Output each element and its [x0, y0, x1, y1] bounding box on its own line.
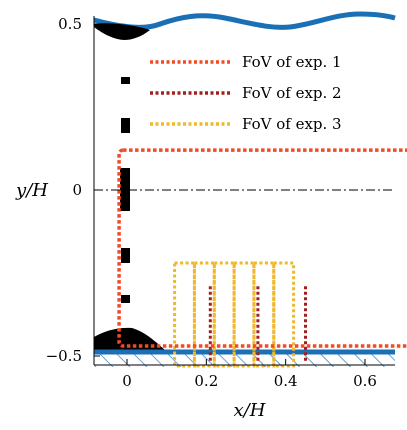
legend-label: FoV of exp. 2 [242, 84, 342, 102]
fov-exp1-box [117, 148, 407, 348]
legend: FoV of exp. 1 FoV of exp. 2 FoV of exp. 3 [150, 53, 342, 133]
x-tick-label: 0.4 [274, 372, 298, 390]
x-axis-title: x/H [234, 400, 266, 421]
axes-layer: 00.20.40.60.80.50−0.5x/Hy/H [15, 15, 395, 421]
fov-exp3-slice [272, 261, 296, 368]
plate-segment [121, 295, 130, 303]
legend-label: FoV of exp. 1 [242, 53, 342, 71]
y-axis-title: y/H [15, 180, 48, 201]
x-tick-label: 0.2 [194, 372, 218, 390]
fov-layer [117, 148, 407, 368]
fov-exp3-slice [173, 261, 196, 368]
x-tick-label: 0.6 [353, 372, 377, 390]
plate-segment [121, 77, 130, 84]
fov-exp3-slice [192, 261, 216, 368]
plate-segment [121, 118, 130, 133]
y-tick-label: 0.5 [58, 15, 82, 33]
upper-wedge [94, 23, 150, 40]
plate-segment [121, 248, 130, 263]
fov-exp3-slice [252, 261, 276, 368]
fov-exp3-slice [212, 261, 236, 368]
bottom-wall-hatch [94, 353, 395, 367]
x-tick-label: 0 [122, 372, 132, 390]
y-tick-label: −0.5 [46, 347, 82, 365]
legend-label: FoV of exp. 3 [242, 115, 342, 133]
upper-wall-curve [93, 11, 396, 30]
decor-layer [93, 11, 396, 367]
y-tick-label: 0 [72, 181, 82, 199]
fov-exp3-slice [232, 261, 256, 368]
